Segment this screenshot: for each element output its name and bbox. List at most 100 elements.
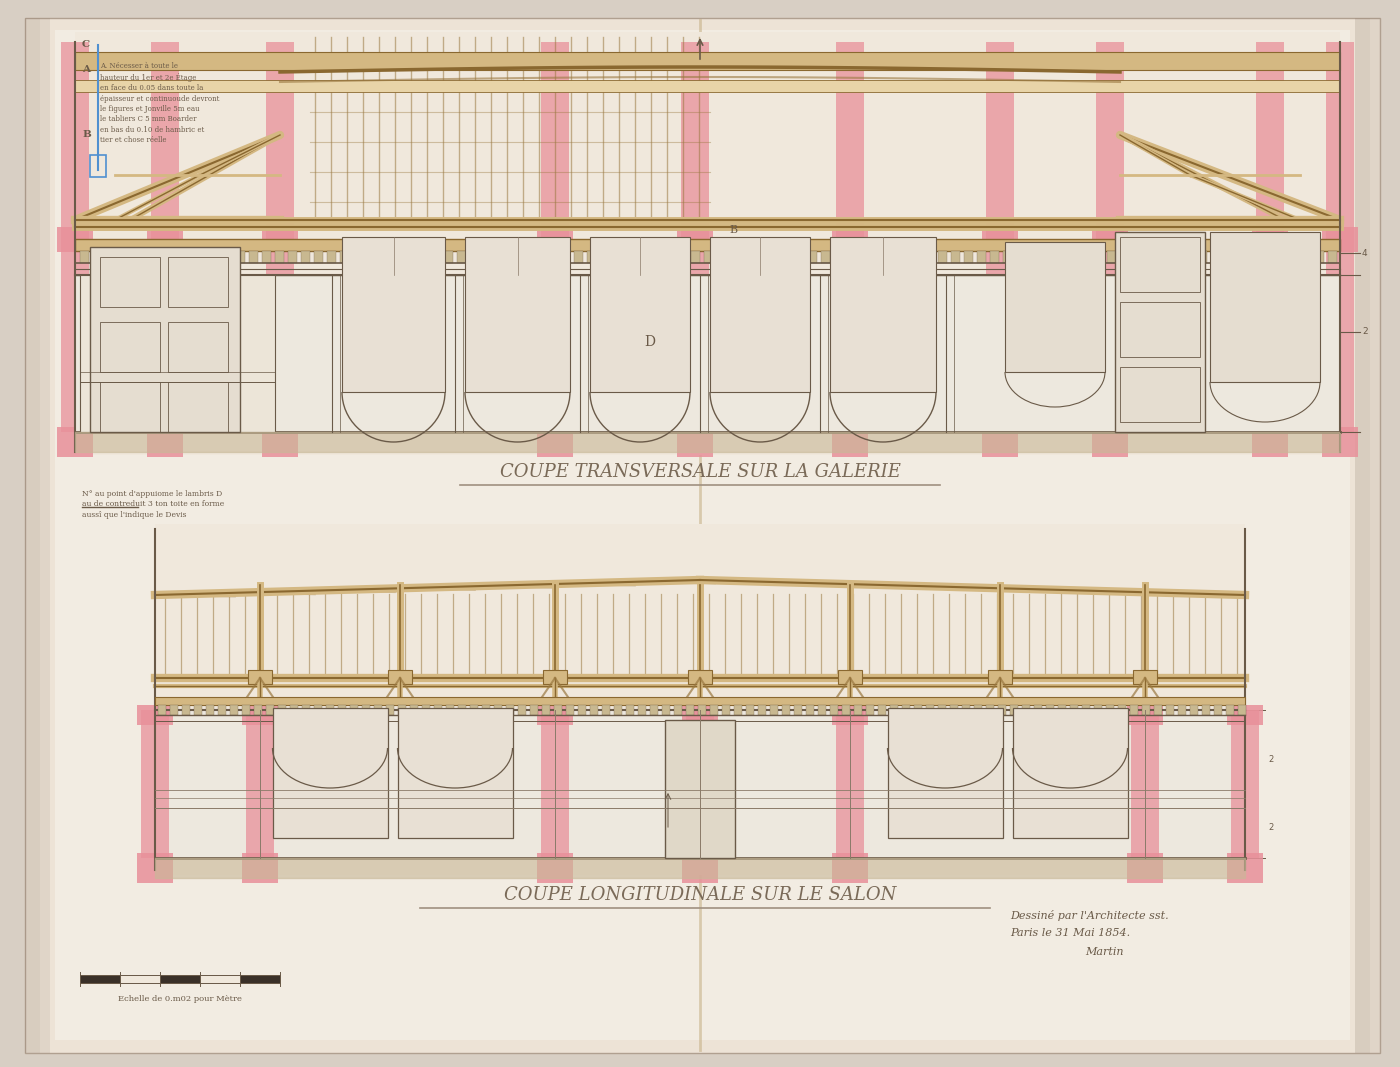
Text: C: C	[83, 39, 90, 49]
Bar	[818, 705, 826, 715]
Bar	[710, 237, 811, 392]
Bar	[262, 427, 298, 457]
Bar	[717, 251, 727, 262]
Bar	[302, 705, 309, 715]
Bar	[1198, 251, 1207, 262]
Bar	[1231, 710, 1259, 858]
Bar	[638, 251, 648, 262]
Bar	[62, 42, 90, 432]
Bar	[470, 251, 479, 262]
Bar	[808, 251, 818, 262]
Bar	[510, 251, 518, 262]
Bar	[1093, 251, 1103, 262]
Text: 4: 4	[1362, 249, 1368, 257]
Bar	[1046, 705, 1054, 715]
Bar	[589, 237, 690, 392]
Bar	[253, 705, 262, 715]
Bar	[986, 705, 994, 715]
Bar	[25, 18, 50, 1053]
Bar	[795, 251, 804, 262]
Bar	[182, 705, 190, 715]
Bar	[538, 705, 573, 724]
Bar	[274, 251, 284, 262]
Bar	[662, 705, 671, 715]
Bar	[783, 705, 790, 715]
Bar	[951, 705, 958, 715]
Bar	[540, 710, 568, 858]
Bar	[542, 705, 550, 715]
Bar	[1127, 705, 1163, 724]
Bar	[888, 708, 1002, 838]
Bar	[1002, 251, 1012, 262]
Bar	[350, 705, 358, 715]
Bar	[874, 251, 882, 262]
Bar	[155, 710, 1245, 858]
Bar	[538, 427, 573, 457]
Bar	[757, 705, 766, 715]
Bar	[1355, 18, 1371, 1053]
Bar	[1081, 251, 1091, 262]
Text: B: B	[729, 225, 736, 235]
Bar	[925, 705, 934, 715]
Bar	[687, 670, 713, 684]
Bar	[836, 710, 864, 858]
Bar	[353, 251, 363, 262]
Text: A: A	[83, 65, 90, 74]
Bar	[505, 705, 514, 715]
Bar	[756, 251, 764, 262]
Bar	[1159, 251, 1168, 262]
Bar	[602, 705, 610, 715]
Bar	[496, 251, 505, 262]
Bar	[218, 705, 225, 715]
Bar	[899, 251, 909, 262]
Bar	[1302, 251, 1310, 262]
Bar	[977, 251, 986, 262]
Bar	[1120, 237, 1200, 292]
Bar	[1177, 705, 1186, 715]
Bar	[405, 251, 414, 262]
Bar	[729, 251, 739, 262]
Text: 2: 2	[1362, 328, 1368, 336]
Bar	[704, 251, 713, 262]
Text: 2: 2	[1268, 755, 1273, 764]
Bar	[80, 251, 90, 262]
Bar	[587, 251, 596, 262]
Bar	[1070, 705, 1078, 715]
Text: 2: 2	[1268, 824, 1273, 832]
Bar	[57, 427, 92, 457]
Bar	[722, 705, 729, 715]
Bar	[682, 705, 718, 724]
Bar	[494, 705, 503, 715]
Bar	[543, 670, 567, 684]
Bar	[1172, 251, 1182, 262]
Bar	[1133, 251, 1142, 262]
Bar	[223, 251, 232, 262]
Bar	[589, 705, 598, 715]
Bar	[686, 710, 714, 858]
Bar	[379, 251, 388, 262]
Bar	[99, 382, 160, 432]
Bar	[434, 705, 442, 715]
Bar	[832, 427, 868, 457]
Bar	[1355, 18, 1380, 1053]
Bar	[421, 705, 430, 715]
Bar	[626, 705, 634, 715]
Bar	[1224, 251, 1233, 262]
Bar	[90, 246, 239, 432]
Bar	[262, 251, 272, 262]
Bar	[699, 705, 706, 715]
Bar	[990, 251, 1000, 262]
Bar	[169, 705, 178, 715]
Bar	[1315, 251, 1324, 262]
Bar	[160, 975, 200, 983]
Bar	[847, 251, 855, 262]
Bar	[834, 251, 843, 262]
Bar	[1154, 705, 1162, 715]
Bar	[398, 705, 406, 715]
Bar	[326, 705, 335, 715]
Bar	[147, 427, 183, 457]
Bar	[25, 18, 41, 1053]
Bar	[886, 251, 895, 262]
Bar	[860, 251, 869, 262]
Bar	[1035, 705, 1042, 715]
